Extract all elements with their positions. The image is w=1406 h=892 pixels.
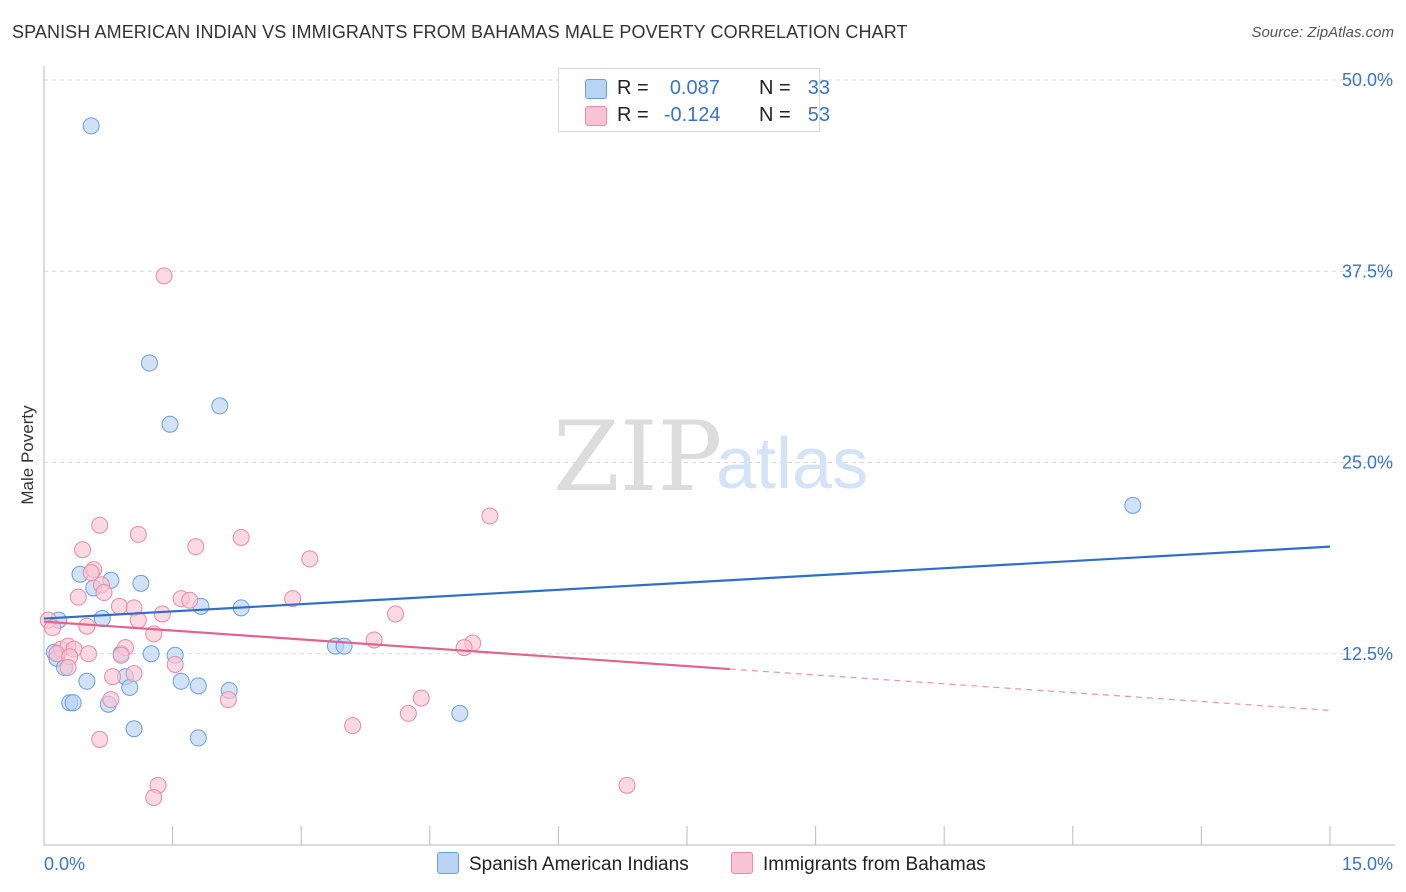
spanish-american-indians-point bbox=[142, 645, 160, 663]
y-tick-label: 50.0% bbox=[1342, 70, 1393, 90]
immigrants-from-bahamas-point bbox=[301, 550, 319, 568]
immigrants-from-bahamas-point bbox=[74, 541, 92, 559]
legend-n-value: 53 bbox=[807, 104, 830, 126]
immigrants-from-bahamas-point bbox=[387, 605, 405, 623]
legend-swatch-pink bbox=[585, 106, 607, 126]
spanish-american-indians-point bbox=[189, 729, 207, 747]
legend-r-value: 0.087 bbox=[669, 77, 720, 99]
chart-title: SPANISH AMERICAN INDIAN VS IMMIGRANTS FR… bbox=[12, 22, 908, 42]
y-tick-label: 12.5% bbox=[1342, 644, 1393, 664]
immigrants-from-bahamas-point bbox=[95, 584, 113, 602]
spanish-american-indians-point bbox=[189, 677, 207, 695]
spanish-american-indians-point bbox=[64, 694, 82, 712]
spanish-american-indians-point bbox=[132, 574, 150, 592]
correlation-legend: R = 0.087 N = 33 R = -0.124 N = 53 bbox=[558, 68, 830, 132]
spanish-american-indians-point bbox=[93, 610, 111, 628]
spanish-american-indians-point bbox=[82, 117, 100, 135]
immigrants-from-bahamas-point bbox=[166, 655, 184, 673]
spanish-american-indians-point bbox=[125, 720, 143, 738]
immigrants-from-bahamas-point bbox=[125, 665, 143, 683]
spanish-american-indians-point bbox=[140, 354, 158, 372]
immigrants-from-bahamas-point bbox=[284, 590, 302, 608]
trend-line-immigrants-from-bahamas bbox=[43, 620, 730, 671]
immigrants-from-bahamas-point bbox=[181, 591, 199, 609]
legend-r-value: -0.124 bbox=[663, 104, 721, 126]
bottom-legend-label: Immigrants from Bahamas bbox=[763, 854, 986, 875]
immigrants-from-bahamas-point bbox=[110, 597, 128, 615]
spanish-american-indians-point bbox=[335, 637, 353, 655]
immigrants-from-bahamas-point bbox=[618, 776, 636, 794]
legend-n-value: 33 bbox=[807, 77, 830, 99]
bottom-legend-spanish-american-indians: Spanish American Indians bbox=[437, 852, 689, 876]
legend-n-label: N = bbox=[758, 77, 791, 99]
immigrants-from-bahamas-point bbox=[145, 789, 163, 807]
immigrants-from-bahamas-point bbox=[78, 617, 96, 635]
spanish-american-indians-point bbox=[78, 672, 96, 690]
gridlines bbox=[44, 79, 1395, 655]
immigrants-from-bahamas-point bbox=[219, 691, 237, 709]
spanish-american-indians-point bbox=[161, 415, 179, 433]
immigrants-from-bahamas-point bbox=[104, 668, 122, 686]
immigrants-from-bahamas-point bbox=[481, 507, 499, 525]
x-tick-label-max: 15.0% bbox=[1342, 854, 1393, 874]
immigrants-from-bahamas-point bbox=[82, 564, 100, 582]
legend-r-label: R = bbox=[617, 104, 649, 126]
immigrants-from-bahamas-point bbox=[44, 619, 62, 637]
bottom-legend-swatch-blue bbox=[437, 852, 459, 874]
bottom-legend-immigrants-from-bahamas: Immigrants from Bahamas bbox=[731, 852, 986, 876]
immigrants-from-bahamas-point bbox=[69, 588, 87, 606]
immigrants-from-bahamas-point bbox=[187, 538, 205, 556]
immigrants-from-bahamas-point bbox=[232, 528, 250, 546]
bottom-legend-label: Spanish American Indians bbox=[469, 854, 689, 875]
immigrants-from-bahamas-point bbox=[102, 691, 120, 709]
axes bbox=[43, 66, 1395, 846]
series-points bbox=[39, 117, 1142, 807]
legend-swatch-blue bbox=[585, 79, 607, 99]
trend-lines bbox=[43, 545, 1331, 711]
watermark: ZIP atlas bbox=[553, 401, 868, 513]
immigrants-from-bahamas-point bbox=[80, 645, 98, 663]
immigrants-from-bahamas-point bbox=[112, 646, 130, 664]
watermark-atlas: atlas bbox=[716, 424, 868, 504]
spanish-american-indians-point bbox=[451, 704, 469, 722]
immigrants-from-bahamas-point bbox=[91, 516, 109, 534]
legend-r-label: R = bbox=[617, 77, 649, 99]
source-label: Source: ZipAtlas.com bbox=[1251, 24, 1394, 41]
spanish-american-indians-point bbox=[172, 672, 190, 690]
spanish-american-indians-point bbox=[211, 397, 229, 415]
y-tick-label: 37.5% bbox=[1342, 261, 1393, 281]
tick-labels: 12.5% 25.0% 37.5% 50.0% 0.0% 15.0% bbox=[44, 70, 1393, 874]
immigrants-from-bahamas-point bbox=[153, 605, 171, 623]
y-tick-label: 25.0% bbox=[1342, 453, 1393, 473]
immigrants-from-bahamas-point bbox=[344, 717, 362, 735]
immigrants-from-bahamas-point bbox=[455, 639, 473, 657]
immigrants-from-bahamas-point bbox=[155, 267, 173, 285]
immigrants-from-bahamas-point bbox=[91, 730, 109, 748]
x-tick-label-min: 0.0% bbox=[44, 854, 85, 874]
legend-n-label: N = bbox=[758, 104, 791, 126]
immigrants-from-bahamas-point bbox=[129, 525, 147, 543]
spanish-american-indians-point bbox=[1124, 496, 1142, 514]
trend-line-spanish-american-indians bbox=[43, 545, 1331, 620]
immigrants-from-bahamas-point bbox=[412, 689, 430, 707]
trend-line-immigrants-from-bahamas-extension bbox=[729, 668, 1331, 711]
bottom-legend-swatch-pink bbox=[731, 852, 753, 874]
immigrants-from-bahamas-point bbox=[399, 704, 417, 722]
watermark-zip: ZIP bbox=[553, 401, 722, 513]
immigrants-from-bahamas-point bbox=[59, 659, 77, 677]
